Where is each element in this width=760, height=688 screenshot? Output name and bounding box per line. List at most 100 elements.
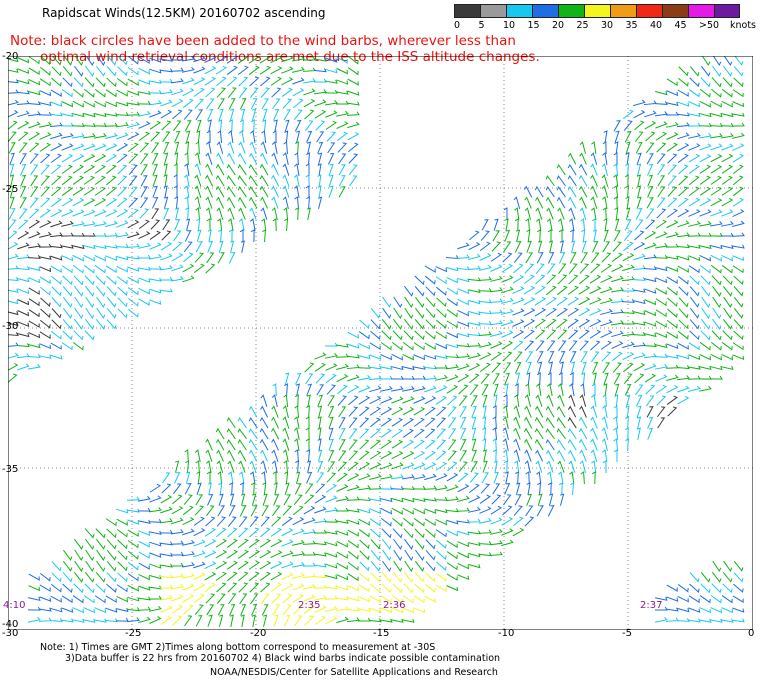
wind-barb xyxy=(17,321,30,327)
wind-barb xyxy=(479,517,492,524)
wind-barb xyxy=(611,252,623,262)
wind-barb xyxy=(127,90,140,96)
wind-barb xyxy=(689,275,700,286)
wind-barb xyxy=(39,208,51,218)
wind-barb xyxy=(547,505,555,517)
wind-barb xyxy=(182,275,195,283)
wind-barb xyxy=(95,275,106,286)
wind-barb xyxy=(259,427,269,440)
wind-barb xyxy=(478,320,492,325)
wind-barb xyxy=(721,88,733,98)
wind-barb xyxy=(535,449,544,462)
wind-barb xyxy=(644,110,657,118)
wind-barb xyxy=(216,207,224,220)
wind-barb xyxy=(281,539,294,547)
wind-barb xyxy=(556,318,568,329)
wind-barb xyxy=(38,617,52,622)
wind-barb xyxy=(666,354,679,359)
wind-barb xyxy=(17,277,30,283)
wind-barb xyxy=(207,482,212,495)
wind-barb xyxy=(237,56,249,64)
wind-barb xyxy=(40,164,51,175)
wind-barb xyxy=(578,174,588,187)
wind-barb xyxy=(534,427,544,440)
wind-barb xyxy=(347,540,359,549)
lat-tick-40: -40 xyxy=(2,619,19,630)
wind-barb xyxy=(425,297,436,308)
wind-barb xyxy=(402,595,414,604)
wind-barb xyxy=(636,152,642,165)
wind-barb xyxy=(655,343,668,349)
wind-barb xyxy=(85,318,95,330)
legend-label: 5 xyxy=(478,20,485,31)
wind-barb xyxy=(688,101,701,108)
wind-barb xyxy=(413,507,426,515)
wind-barb xyxy=(174,207,180,220)
wind-barb xyxy=(303,594,316,602)
wind-barb xyxy=(348,395,359,406)
wind-barb xyxy=(501,286,514,294)
wind-barb xyxy=(271,394,278,407)
wind-barb xyxy=(85,549,95,562)
note-line-2: optimal wind retrieval conditions are me… xyxy=(40,49,540,65)
wind-barb xyxy=(128,186,138,197)
wind-barb xyxy=(513,405,521,418)
wind-barb xyxy=(468,253,481,260)
wind-barb xyxy=(579,340,589,351)
wind-barb xyxy=(414,286,425,297)
wind-barb xyxy=(414,539,425,550)
wind-barb xyxy=(558,263,567,275)
wind-barb xyxy=(94,244,107,249)
wind-barb xyxy=(655,277,668,284)
wind-barb xyxy=(314,362,326,372)
wind-barb xyxy=(601,185,609,198)
wind-barb xyxy=(470,395,478,407)
wind-barb xyxy=(514,383,519,397)
wind-barb xyxy=(655,219,667,229)
wind-barb xyxy=(17,363,30,371)
wind-barb xyxy=(248,560,260,570)
wind-barb xyxy=(401,486,415,490)
wind-barb xyxy=(677,101,690,107)
wind-barb xyxy=(567,438,577,451)
wind-barb xyxy=(39,343,52,350)
wind-barb xyxy=(317,174,322,188)
wind-barb xyxy=(667,175,677,186)
wind-barb xyxy=(425,308,436,319)
wind-barb xyxy=(556,164,566,176)
wind-barb xyxy=(259,571,271,581)
wind-barb xyxy=(625,405,630,419)
wind-barb xyxy=(62,66,73,77)
wind-barb xyxy=(316,472,325,484)
wind-barb xyxy=(436,308,447,319)
wind-barb xyxy=(601,163,608,176)
wind-barb xyxy=(281,76,294,86)
wind-barb xyxy=(667,308,678,318)
wind-barb xyxy=(159,68,173,73)
wind-barb xyxy=(425,528,436,538)
wind-barb xyxy=(325,541,338,547)
wind-barb xyxy=(579,263,590,274)
wind-barb xyxy=(435,276,447,285)
wind-barb xyxy=(548,361,553,374)
wind-barb xyxy=(127,101,140,106)
wind-barb xyxy=(149,57,162,63)
wind-barb xyxy=(305,438,310,452)
wind-barb xyxy=(380,439,392,449)
wind-barb xyxy=(482,449,487,462)
wind-barb xyxy=(61,197,74,207)
wind-barb xyxy=(721,342,733,351)
wind-barb xyxy=(710,112,723,118)
wind-barb xyxy=(501,275,514,283)
wind-barb xyxy=(149,253,162,260)
wind-barb xyxy=(152,163,158,176)
wind-barb xyxy=(390,474,404,480)
wind-barb xyxy=(492,405,497,419)
wind-barb xyxy=(61,342,73,351)
wind-barb xyxy=(250,119,255,133)
wind-barb xyxy=(567,405,577,418)
wind-barb xyxy=(678,77,689,87)
wind-barb xyxy=(382,296,392,308)
wind-barb xyxy=(502,505,513,516)
wind-barb xyxy=(335,100,349,105)
